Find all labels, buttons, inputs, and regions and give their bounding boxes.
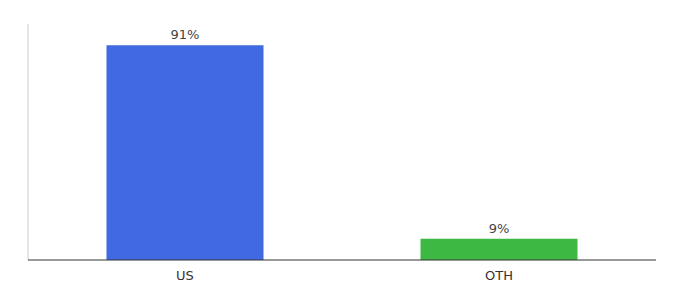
data-label: 9%: [489, 221, 510, 236]
data-label: 91%: [171, 27, 200, 42]
chart: US OTH 91% 9%: [0, 0, 680, 300]
x-axis-line: [28, 260, 656, 261]
bar: [107, 45, 264, 260]
bar: [421, 239, 578, 260]
x-tick-label: OTH: [485, 268, 513, 283]
bars: [107, 45, 578, 260]
chart-container: US OTH 91% 9%: [0, 0, 680, 300]
x-tick-label: US: [176, 268, 194, 283]
y-axis-line: [28, 24, 29, 260]
